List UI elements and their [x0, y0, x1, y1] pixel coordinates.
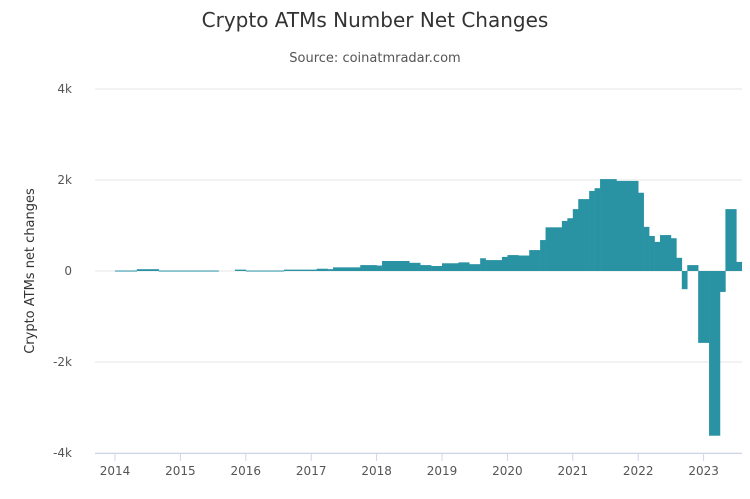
bar: [660, 235, 672, 271]
x-tick-label: 2022: [623, 464, 654, 478]
bar: [136, 269, 159, 271]
bar: [567, 218, 574, 271]
bar: [709, 271, 721, 436]
x-tick-label: 2018: [361, 464, 392, 478]
bar: [327, 269, 334, 271]
bar: [376, 265, 383, 271]
bar: [518, 255, 530, 271]
y-tick-label: 0: [64, 264, 72, 278]
x-tick-label: 2015: [165, 464, 196, 478]
bar: [382, 260, 410, 271]
bar: [283, 269, 317, 271]
y-tick-label: -2k: [53, 355, 72, 369]
x-tick-label: 2016: [231, 464, 262, 478]
bar: [480, 258, 486, 271]
bar: [638, 192, 644, 271]
bar: [736, 261, 743, 271]
bar: [589, 190, 595, 271]
chart-subtitle: Source: coinatmradar.com: [289, 51, 461, 66]
bar: [643, 226, 650, 271]
bar: [649, 235, 655, 271]
bar: [245, 270, 285, 272]
bar: [654, 241, 661, 271]
bar: [616, 180, 639, 271]
bar: [594, 188, 601, 271]
bar: [540, 240, 546, 271]
bar: [234, 269, 247, 271]
y-tick-label: -4k: [53, 446, 72, 460]
bar: [442, 263, 459, 271]
bar: [600, 179, 617, 271]
bar: [545, 227, 563, 271]
bar: [333, 267, 361, 271]
bar: [485, 260, 503, 271]
bar: [409, 262, 421, 271]
x-tick-label: 2020: [492, 464, 523, 478]
y-tick-label: 2k: [57, 173, 72, 187]
bar: [115, 270, 138, 272]
bar: [158, 270, 219, 272]
bar: [316, 268, 328, 271]
bar: [561, 220, 568, 271]
bar: [676, 257, 683, 271]
bar: [719, 271, 726, 292]
x-tick-label: 2021: [558, 464, 589, 478]
x-tick-label: 2017: [296, 464, 327, 478]
bar: [507, 255, 519, 271]
bar: [681, 271, 688, 290]
bar: [501, 256, 508, 271]
x-tick-label: 2014: [100, 464, 131, 478]
bar: [469, 264, 481, 271]
bar: [529, 250, 541, 271]
bar: [725, 209, 737, 271]
y-axis-label: Crypto ATMs net changes: [23, 188, 38, 354]
x-tick-label: 2023: [688, 464, 719, 478]
bar: [458, 262, 470, 271]
y-tick-label: 4k: [57, 82, 72, 96]
bar: [578, 199, 590, 271]
bar: [431, 265, 443, 271]
bar: [687, 265, 699, 271]
bar: [698, 271, 710, 343]
chart-title: Crypto ATMs Number Net Changes: [201, 8, 549, 32]
bar: [360, 265, 377, 271]
x-tick-label: 2019: [427, 464, 458, 478]
bar: [670, 238, 677, 271]
bar: [572, 209, 579, 271]
bar: [420, 265, 432, 271]
